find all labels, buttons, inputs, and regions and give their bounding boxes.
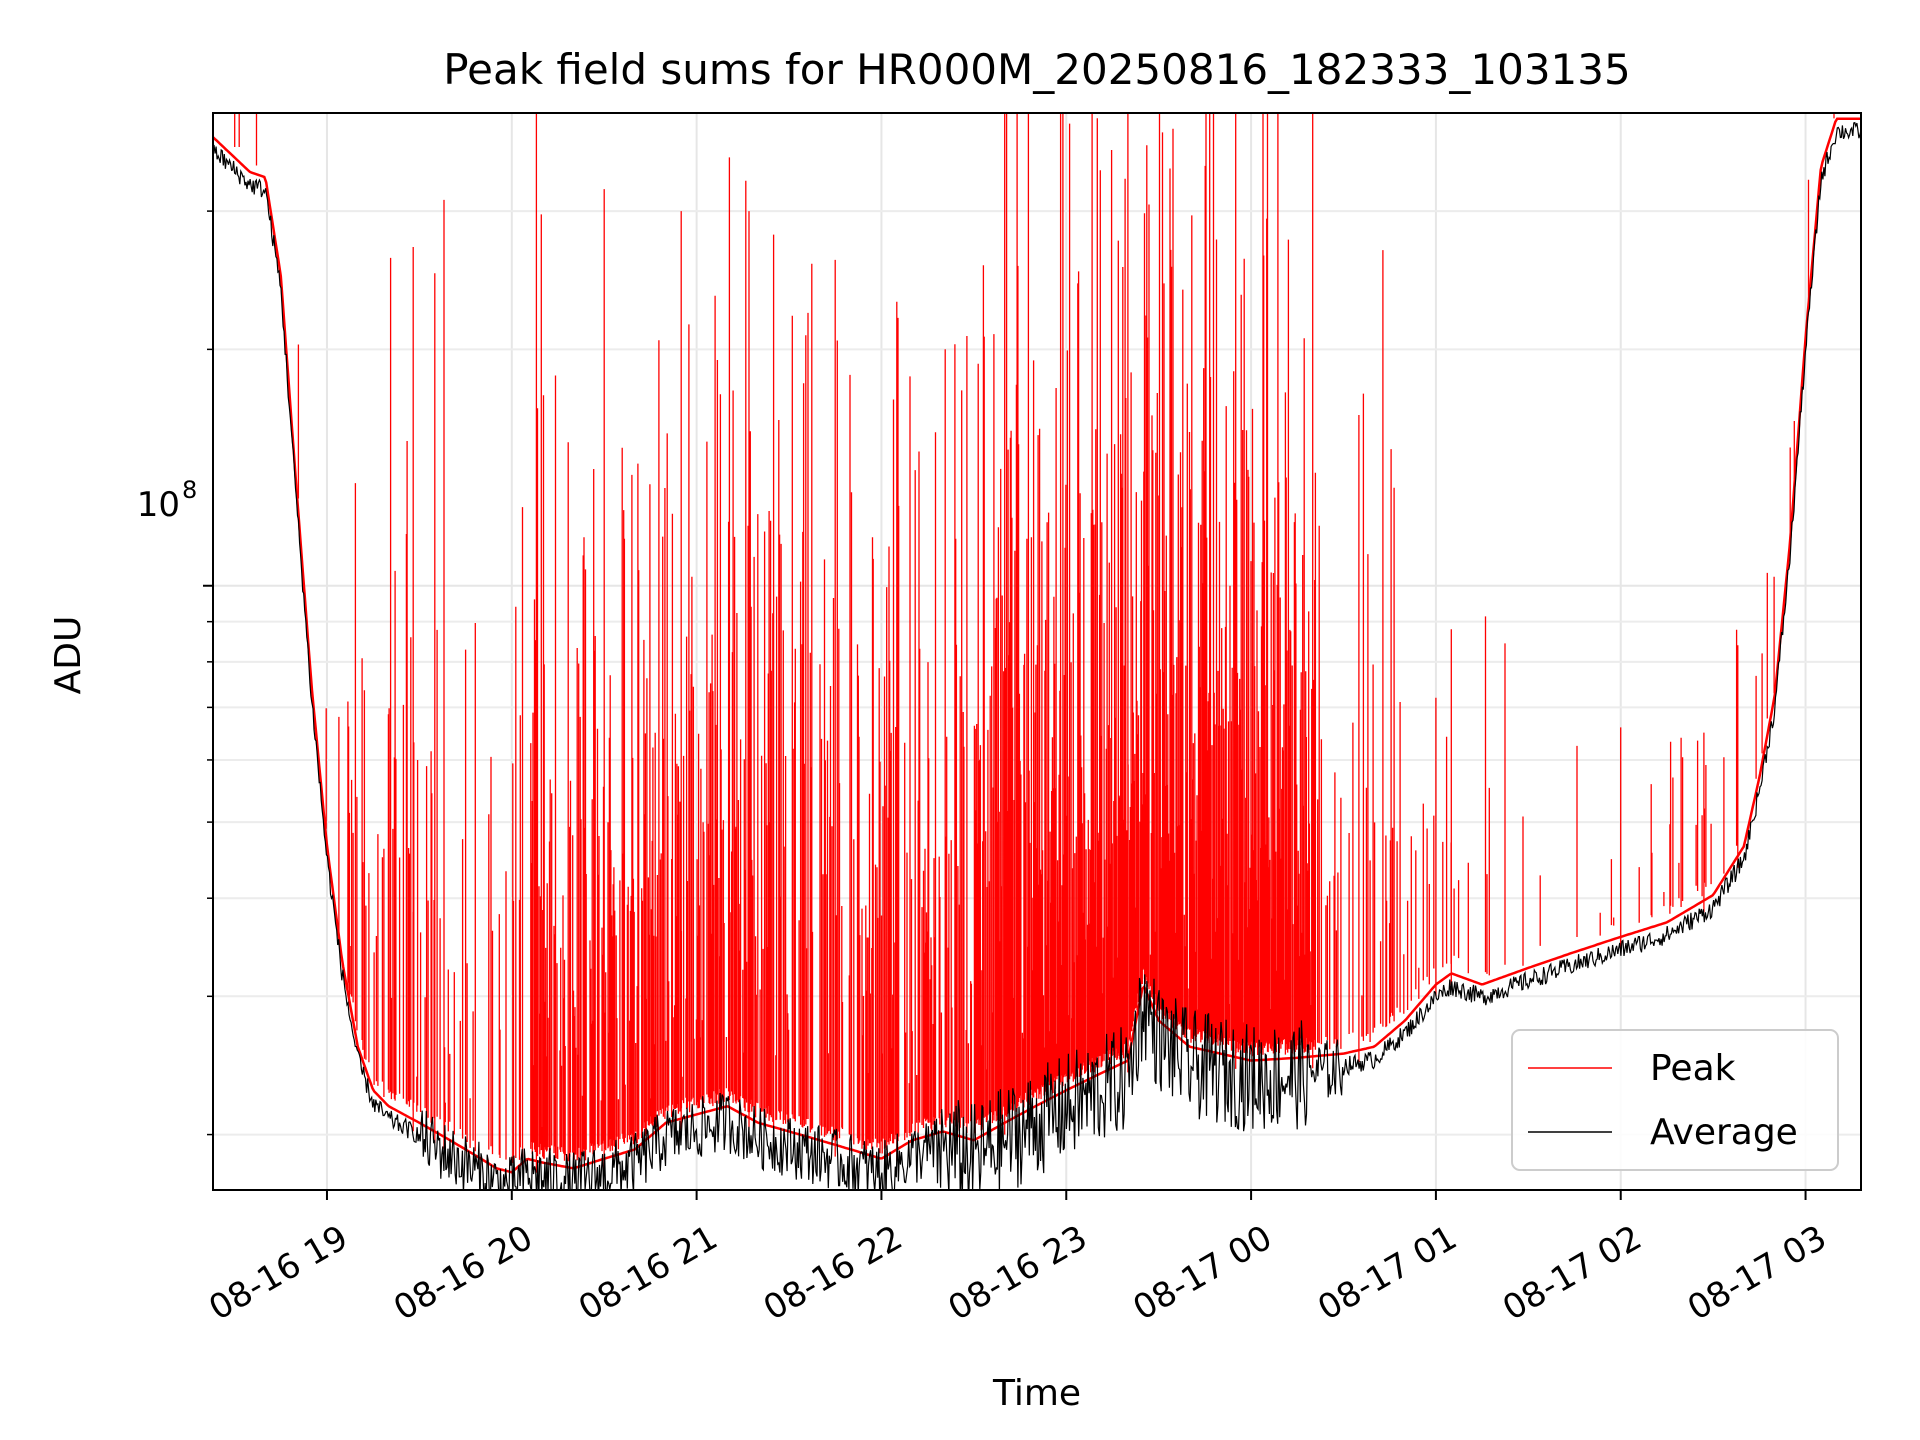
chart-title: Peak field sums for HR000M_20250816_1823… [443,45,1630,94]
plot-frame [212,112,1862,1191]
average-series-line [213,121,1861,1190]
x-axis-label: Time [992,1373,1081,1414]
legend-peak-label: Peak [1650,1048,1736,1089]
y-tick-label-base: 10 [137,485,180,525]
y-axis-label: ADU [48,616,89,695]
legend-average-label: Average [1650,1112,1798,1153]
y-axis-ticks [203,210,213,1136]
legend: Peak Average [1511,1029,1839,1171]
y-tick-label-exponent: 8 [182,476,197,504]
y-major-tick-label: 10 8 [137,476,198,525]
legend-box [1511,1029,1839,1171]
